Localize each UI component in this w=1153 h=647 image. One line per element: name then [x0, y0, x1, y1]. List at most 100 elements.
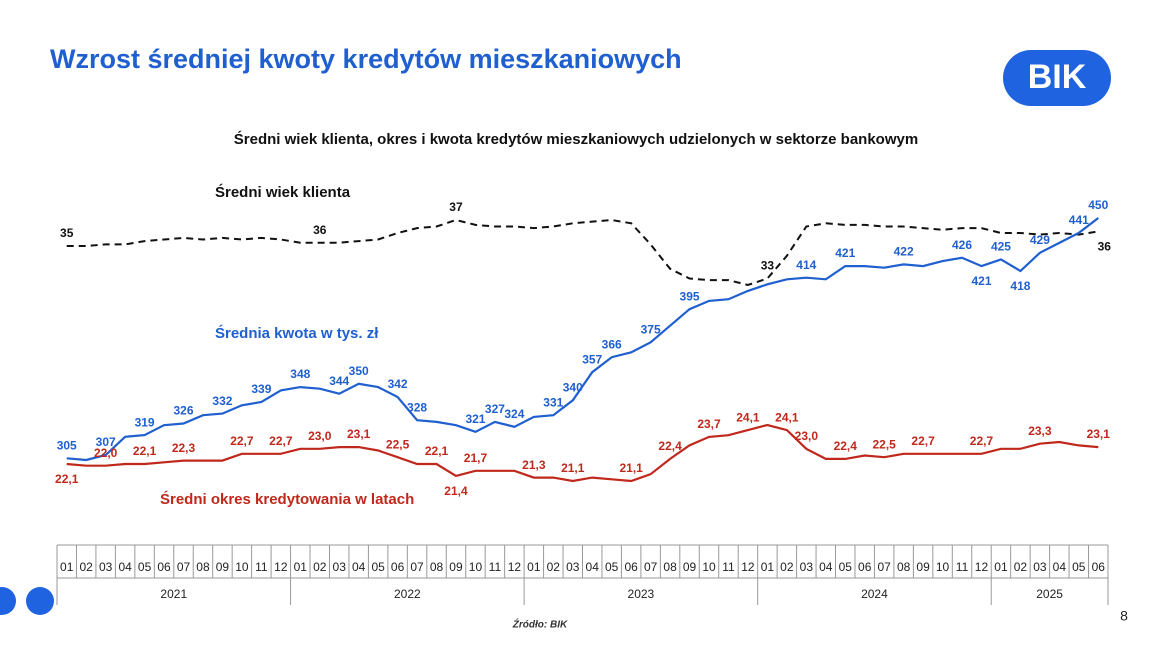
series-name: Średni okres kredytowania w latach	[160, 490, 414, 508]
year-label: 2022	[394, 587, 421, 601]
x-tick-label: 05	[839, 560, 853, 574]
x-tick-label: 12	[741, 560, 755, 574]
x-tick-label: 10	[469, 560, 483, 574]
x-tick-label: 02	[780, 560, 794, 574]
data-label: 326	[173, 404, 193, 418]
x-tick-label: 08	[430, 560, 444, 574]
data-label: 22,3	[172, 441, 196, 455]
data-label: 366	[602, 337, 622, 351]
x-tick-label: 10	[702, 560, 716, 574]
x-tick-label: 05	[1072, 560, 1086, 574]
data-label: 22,7	[911, 434, 935, 448]
logo-text: BIK	[1028, 58, 1087, 96]
data-label: 22,1	[55, 472, 79, 486]
x-tick-label: 11	[255, 560, 268, 574]
data-label: 22,0	[94, 446, 118, 460]
data-label: 22,4	[658, 439, 682, 453]
x-tick-label: 12	[508, 560, 522, 574]
x-tick-label: 03	[333, 560, 347, 574]
series-name: Średnia kwota w tys. zł	[215, 324, 379, 342]
data-label: 37	[449, 200, 463, 214]
data-label: 350	[349, 364, 369, 378]
data-label: 429	[1030, 233, 1050, 247]
x-tick-label: 03	[800, 560, 814, 574]
data-label: 342	[388, 377, 408, 391]
data-label: 348	[290, 367, 310, 381]
series-line	[66, 218, 1099, 287]
data-label: 22,4	[834, 439, 858, 453]
data-label: 21,7	[464, 451, 488, 465]
x-tick-label: 08	[897, 560, 911, 574]
data-label: 395	[680, 289, 700, 303]
x-tick-label: 01	[761, 560, 775, 574]
x-tick-label: 07	[877, 560, 891, 574]
data-label: 340	[563, 381, 583, 395]
year-label: 2023	[628, 587, 655, 601]
x-tick-label: 07	[410, 560, 424, 574]
chart-title: Średni wiek klienta, okres i kwota kredy…	[234, 130, 918, 148]
x-tick-label: 08	[663, 560, 677, 574]
data-label: 22,7	[230, 434, 254, 448]
decor-dot	[0, 587, 16, 615]
data-label: 305	[57, 439, 77, 453]
x-tick-label: 09	[683, 560, 697, 574]
data-label: 327	[485, 402, 505, 416]
data-label: 22,1	[425, 444, 449, 458]
data-label: 23,0	[795, 429, 819, 443]
data-label: 441	[1069, 213, 1089, 227]
x-tick-label: 12	[274, 560, 288, 574]
x-tick-label: 10	[235, 560, 249, 574]
data-label: 22,7	[970, 434, 994, 448]
x-tick-label: 04	[586, 560, 600, 574]
data-label: 426	[952, 238, 972, 252]
data-label: 23,1	[347, 427, 371, 441]
x-tick-label: 03	[1033, 560, 1047, 574]
source: Źródło: BIK	[512, 618, 568, 631]
data-label: 21,4	[444, 484, 468, 498]
x-tick-label: 02	[1014, 560, 1028, 574]
data-label: 357	[582, 352, 602, 366]
data-label: 36	[313, 223, 327, 237]
data-label: 321	[465, 412, 485, 426]
data-label: 421	[835, 246, 855, 260]
x-tick-label: 03	[566, 560, 580, 574]
x-tick-label: 04	[352, 560, 366, 574]
x-tick-label: 03	[99, 560, 113, 574]
x-tick-label: 04	[118, 560, 132, 574]
series-line	[66, 217, 1099, 462]
data-label: 23,0	[308, 429, 332, 443]
slide-title: Wzrost średniej kwoty kredytów mieszkani…	[50, 44, 682, 74]
data-label: 23,7	[697, 417, 721, 431]
x-tick-label: 10	[936, 560, 950, 574]
x-tick-label: 06	[391, 560, 405, 574]
x-tick-label: 07	[644, 560, 658, 574]
data-label: 331	[543, 395, 563, 409]
data-label: 21,3	[522, 458, 546, 472]
data-label: 421	[971, 274, 991, 288]
x-tick-label: 04	[1053, 560, 1067, 574]
x-tick-label: 05	[371, 560, 385, 574]
x-tick-label: 09	[916, 560, 930, 574]
x-tick-label: 05	[605, 560, 619, 574]
decor-dot	[26, 587, 54, 615]
x-tick-label: 02	[313, 560, 327, 574]
data-label: 22,5	[872, 437, 896, 451]
data-label: 21,1	[561, 461, 585, 475]
data-label: 307	[96, 435, 116, 449]
x-tick-label: 01	[994, 560, 1008, 574]
data-label: 425	[991, 240, 1011, 254]
data-label: 24,1	[775, 410, 799, 424]
x-tick-label: 11	[489, 560, 502, 574]
page-number: 8	[1120, 608, 1128, 624]
x-tick-label: 05	[138, 560, 152, 574]
data-label: 332	[212, 394, 232, 408]
data-label: 21,1	[619, 461, 643, 475]
year-label: 2025	[1036, 587, 1063, 601]
x-tick-label: 12	[975, 560, 989, 574]
data-label: 324	[504, 407, 524, 421]
data-label: 24,1	[736, 410, 760, 424]
data-label: 22,5	[386, 437, 410, 451]
x-tick-label: 11	[722, 560, 735, 574]
data-label: 418	[1010, 279, 1030, 293]
